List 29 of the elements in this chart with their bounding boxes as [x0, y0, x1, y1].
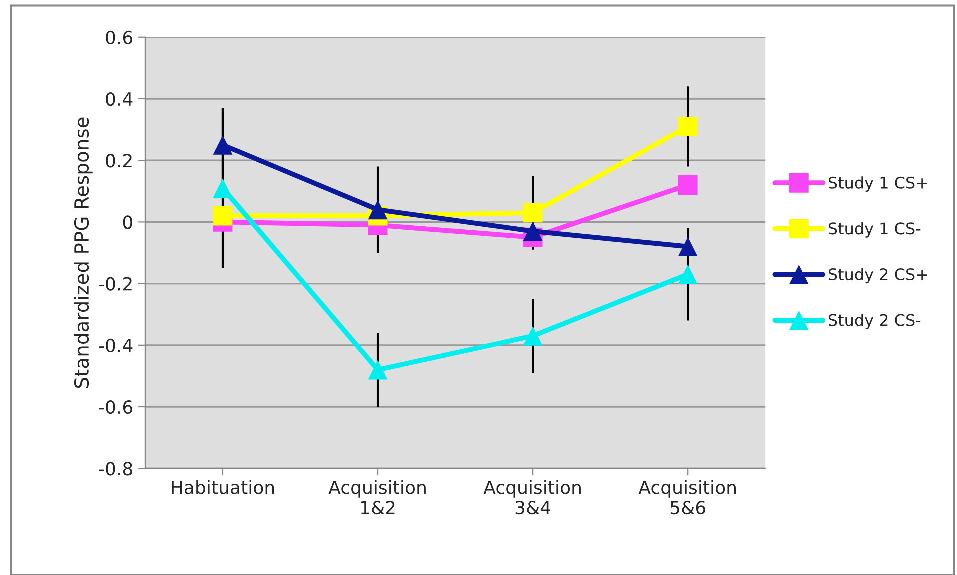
y-tick-label: 0.6	[106, 30, 133, 44]
legend-label: Study 1 CS-	[828, 222, 921, 238]
y-tick-label: -0.6	[99, 400, 133, 414]
y-tick-label: -0.8	[99, 462, 132, 476]
x-tick-label: Acquisition 5&6	[638, 480, 736, 515]
point	[678, 176, 698, 195]
point	[678, 237, 698, 257]
point	[368, 200, 388, 220]
point	[523, 222, 543, 242]
x-tick-label: Habituation	[172, 480, 274, 494]
legend-label: Study 1 CS+	[828, 176, 928, 192]
y-tick-label: -0.2	[99, 277, 132, 291]
x-tick-label: Acquisition 1&2	[328, 480, 426, 515]
point	[368, 360, 388, 380]
point	[523, 326, 543, 346]
x-tick-label: Acquisition 3&4	[484, 480, 581, 515]
point	[213, 206, 233, 226]
point	[523, 203, 543, 223]
point	[678, 116, 698, 136]
legend-label: Study 2 CS+	[828, 268, 928, 284]
y-tick-label: -0.4	[99, 338, 133, 353]
legend-label: Study 2 CS-	[828, 314, 921, 330]
point	[213, 178, 233, 198]
y-axis-title: Standardized PPG Response	[74, 118, 93, 388]
point	[678, 264, 698, 284]
y-tick-label: 0.2	[106, 154, 132, 168]
y-tick-label: 0.4	[106, 92, 133, 106]
y-tick-label: 0	[123, 216, 132, 230]
point	[213, 135, 233, 155]
